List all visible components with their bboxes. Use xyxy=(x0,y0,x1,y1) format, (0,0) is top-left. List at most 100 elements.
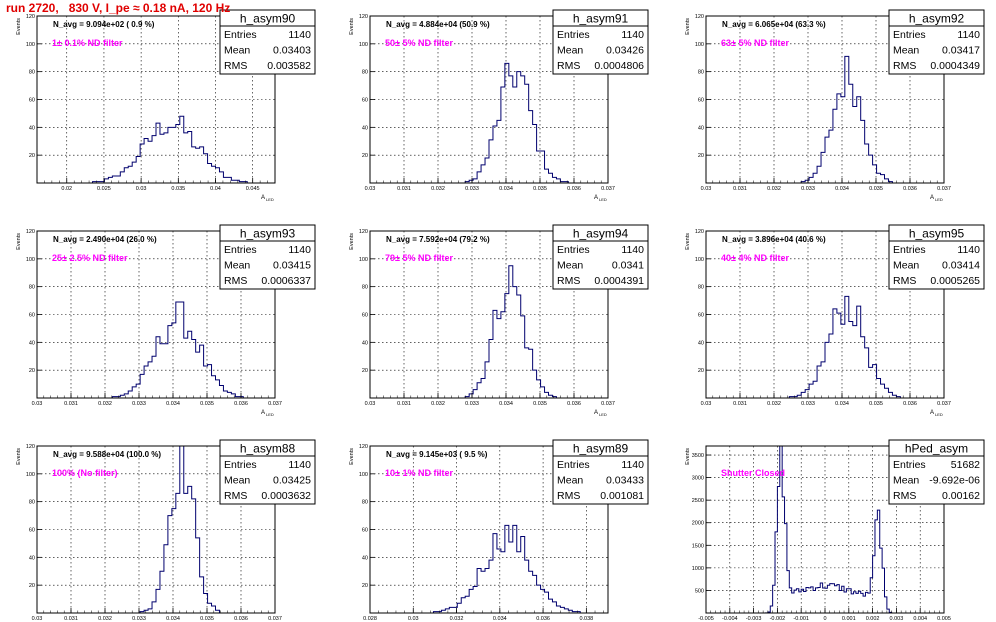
y-tick-label: 20 xyxy=(29,583,35,589)
x-tick-label: 0.03 xyxy=(32,616,43,622)
stats-value: -9.692e-06 xyxy=(929,475,980,487)
stats-label: RMS xyxy=(224,490,247,502)
y-axis-title: Events xyxy=(16,448,22,465)
stats-value: 0.0341 xyxy=(612,260,644,272)
y-tick-label: 100 xyxy=(695,42,704,48)
navg-label: N_avg = 3.896e+04 (40.6 %) xyxy=(722,235,826,244)
stats-value: 0.0005265 xyxy=(930,275,980,287)
x-tick-label: 0.037 xyxy=(601,186,615,192)
navg-label: N_avg = 2.490e+04 (26.0 %) xyxy=(53,235,157,244)
y-tick-label: 40 xyxy=(698,125,704,131)
stats-box: h_asym91 Entries 1140 Mean 0.03426 RMS 0.00048… xyxy=(552,9,649,75)
x-tick-label: 0.032 xyxy=(431,401,445,407)
x-tick-label: 0.03 xyxy=(365,186,376,192)
stats-label: RMS xyxy=(557,60,580,72)
histogram-panel: 0.028 0.03 0.032 0.034 0.036 0.038 20 40 60 80 100… xyxy=(349,439,649,622)
x-tick-label: 0.04 xyxy=(210,186,221,192)
x-tick-label: 0.045 xyxy=(246,186,260,192)
stats-label: Mean xyxy=(224,475,250,487)
y-tick-label: 80 xyxy=(362,285,368,291)
stats-box: h_asym88 Entries 1140 Mean 0.03425 RMS 0.00036… xyxy=(219,439,316,505)
stats-value: 0.03425 xyxy=(273,475,311,487)
filter-annotation: 25± 2.5% ND filter xyxy=(52,253,128,263)
y-tick-label: 20 xyxy=(29,153,35,159)
x-tick-label: 0.005 xyxy=(937,616,951,622)
stats-box: h_asym95 Entries 1140 Mean 0.03414 RMS 0.00052… xyxy=(888,224,985,290)
y-axis-title: Events xyxy=(685,448,691,465)
stats-box: h_asym94 Entries 1140 Mean 0.0341 RMS 0.000439… xyxy=(552,224,649,290)
stats-label: Mean xyxy=(224,45,250,57)
x-tick-label: 0.036 xyxy=(234,401,248,407)
stats-value: 51682 xyxy=(951,459,980,471)
y-tick-label: 120 xyxy=(26,444,35,450)
histogram-name: h_asym90 xyxy=(240,12,296,26)
y-tick-label: 40 xyxy=(362,555,368,561)
stats-box: hPed_asym Entries 51682 Mean -9.692e-06 RMS 0.… xyxy=(888,439,985,505)
stats-label: Entries xyxy=(224,244,257,256)
run-title: run 2720, 830 V, I_pe ≈ 0.18 nA, 120 Hz xyxy=(6,1,231,15)
x-tick-label: 0.037 xyxy=(268,616,282,622)
stats-box: h_asym93 Entries 1140 Mean 0.03415 RMS 0.00063… xyxy=(219,224,316,290)
histogram-name: h_asym93 xyxy=(240,227,296,241)
y-tick-label: 40 xyxy=(362,340,368,346)
navg-label: N_avg = 7.592e+04 (79.2 %) xyxy=(386,235,490,244)
x-tick-label: 0.02 xyxy=(61,186,72,192)
x-tick-label: 0.031 xyxy=(397,186,411,192)
x-tick-label: 0.034 xyxy=(166,401,180,407)
stats-value: 1140 xyxy=(957,244,980,256)
x-tick-label: 0.037 xyxy=(937,186,951,192)
x-tick-label: 0.03 xyxy=(701,186,712,192)
y-tick-label: 20 xyxy=(698,153,704,159)
y-tick-label: 20 xyxy=(362,583,368,589)
x-tick-label: 0.034 xyxy=(493,616,507,622)
x-axis-title: A xyxy=(261,410,265,416)
y-axis-title: Events xyxy=(685,233,691,250)
x-tick-label: 0.031 xyxy=(64,401,78,407)
y-tick-label: 20 xyxy=(362,368,368,374)
x-axis-title: A xyxy=(930,195,934,201)
stats-label: Entries xyxy=(224,29,257,41)
navg-label: N_avg = 9.588e+04 (100.0 %) xyxy=(53,450,161,459)
stats-value: 0.003582 xyxy=(267,60,311,72)
stats-label: Mean xyxy=(224,260,250,272)
y-tick-label: 40 xyxy=(29,340,35,346)
y-tick-label: 100 xyxy=(26,42,35,48)
stats-value: 0.0004349 xyxy=(930,60,980,72)
y-tick-label: 80 xyxy=(698,285,704,291)
x-tick-label: 0.033 xyxy=(801,401,815,407)
histogram-panel: 0.03 0.031 0.032 0.033 0.034 0.035 0.036 0.037 2… xyxy=(685,9,985,202)
stats-label: Entries xyxy=(557,244,590,256)
x-tick-label: 0.035 xyxy=(533,401,547,407)
x-tick-label: 0.037 xyxy=(601,401,615,407)
histogram-name: h_asym91 xyxy=(573,12,629,26)
histogram-name: h_asym92 xyxy=(909,12,965,26)
x-tick-label: 0.03 xyxy=(32,401,43,407)
stats-value: 0.001081 xyxy=(600,490,644,502)
stats-box-frame xyxy=(888,224,985,290)
x-tick-label: 0.032 xyxy=(450,616,464,622)
y-tick-label: 120 xyxy=(26,229,35,235)
stats-value: 0.0004806 xyxy=(594,60,644,72)
y-tick-label: 80 xyxy=(362,70,368,76)
stats-label: Mean xyxy=(893,475,919,487)
y-axis-title: Events xyxy=(349,233,355,250)
x-tick-label: -0.001 xyxy=(793,616,809,622)
stats-value: 0.0004391 xyxy=(594,275,644,287)
x-tick-label: 0 xyxy=(823,616,826,622)
y-tick-label: 120 xyxy=(695,229,704,235)
x-axis-title-subscript: LED xyxy=(599,412,607,417)
stats-label: Entries xyxy=(893,29,926,41)
x-axis-title-subscript: LED xyxy=(935,197,943,202)
x-tick-label: 0.035 xyxy=(869,186,883,192)
x-tick-label: 0.001 xyxy=(842,616,856,622)
stats-label: RMS xyxy=(893,275,916,287)
histogram-panel: 0.03 0.031 0.032 0.033 0.034 0.035 0.036 0.037 2… xyxy=(16,439,316,622)
navg-label: N_avg = 9.145e+03 ( 9.5 %) xyxy=(386,450,488,459)
histogram-series xyxy=(37,115,275,184)
y-axis-title: Events xyxy=(16,18,22,35)
y-tick-label: 1500 xyxy=(692,543,704,549)
y-tick-label: 20 xyxy=(362,153,368,159)
filter-annotation: 79± 5% ND filter xyxy=(385,253,453,263)
stats-label: Mean xyxy=(893,260,919,272)
